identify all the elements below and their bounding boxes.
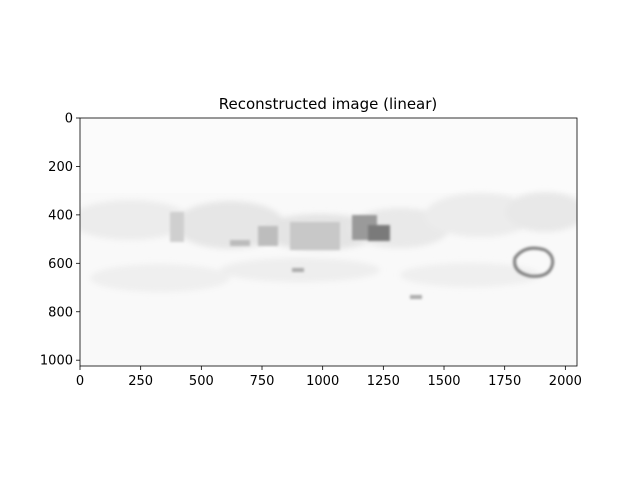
x-tick-label: 1000 [306, 374, 339, 389]
x-axis: 0 250 500 750 1000 1250 1500 1750 2000 [76, 366, 582, 389]
image-landscape-band [80, 192, 577, 292]
heatmap-image [80, 118, 577, 366]
x-tick-label: 2000 [549, 374, 582, 389]
x-tick-label: 0 [76, 374, 84, 389]
y-tick-label: 200 [48, 160, 73, 175]
chart-title: Reconstructed image (linear) [219, 95, 438, 113]
plot-frame [79, 117, 578, 367]
y-axis: 0 200 400 600 800 1000 [40, 112, 80, 369]
y-tick-label: 600 [48, 257, 73, 272]
image-dark-structures [170, 212, 555, 299]
image-sky-region [80, 118, 577, 193]
y-tick-label: 0 [65, 112, 73, 127]
y-tick-label: 800 [48, 305, 73, 320]
x-tick-label: 500 [189, 374, 214, 389]
x-tick-label: 750 [250, 374, 275, 389]
x-tick-label: 1500 [427, 374, 460, 389]
x-tick-label: 250 [128, 374, 153, 389]
y-tick-label: 400 [48, 208, 73, 223]
y-tick-label: 1000 [40, 354, 73, 369]
x-tick-label: 1250 [367, 374, 400, 389]
x-tick-label: 1750 [488, 374, 521, 389]
